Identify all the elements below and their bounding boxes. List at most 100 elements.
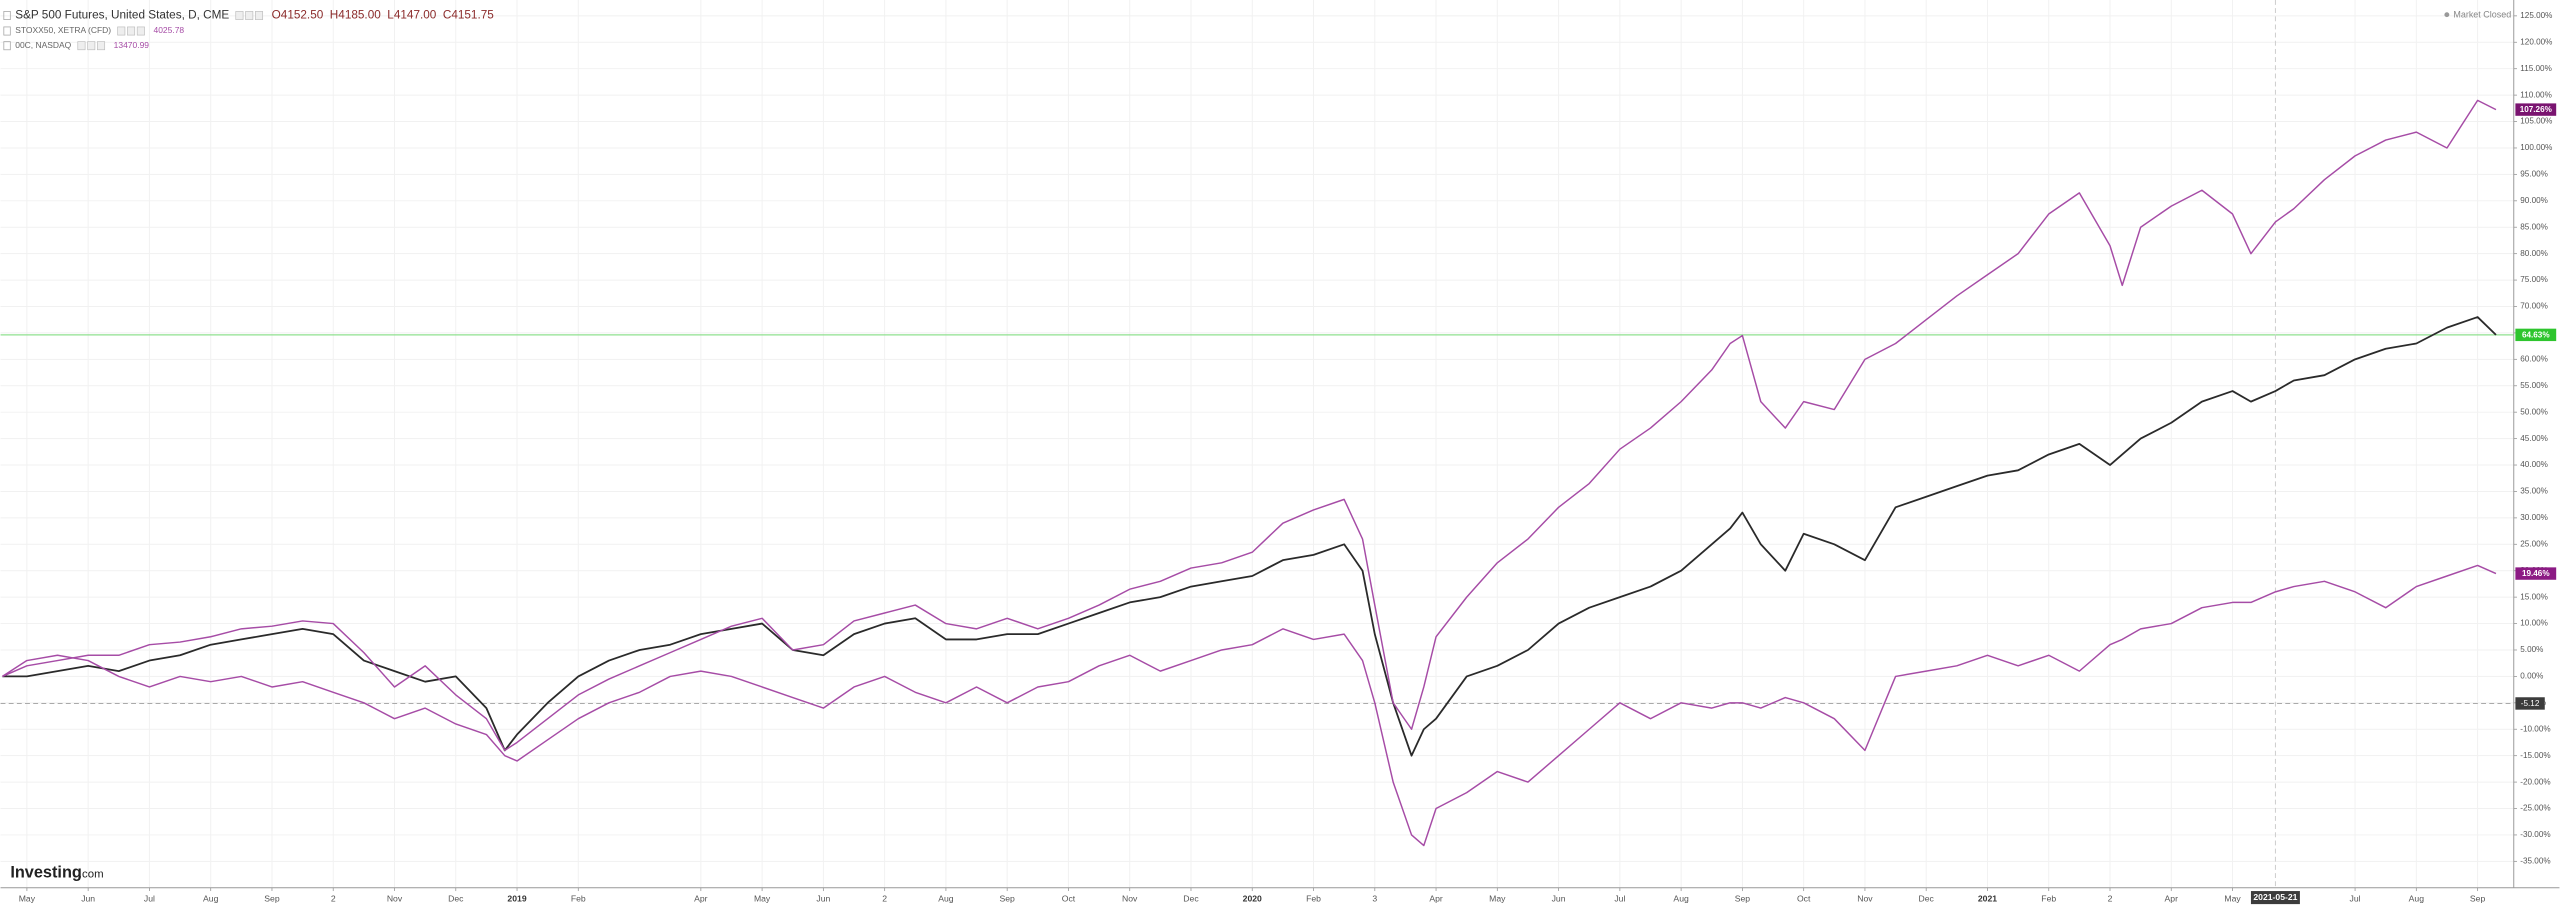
x-tick-label: Oct xyxy=(1797,893,1811,903)
x-tick-label: Aug xyxy=(1673,893,1689,903)
axes: -35.00% -30.00% -25.00% -20.00% -15.00% -10.0… xyxy=(19,11,2557,905)
legend: S&P 500 Futures, United States, D, CME O4… xyxy=(3,9,494,51)
x-tick-label: Nov xyxy=(1122,893,1138,903)
x-tick-label: Sep xyxy=(1735,893,1751,903)
legend-price: 4025.78 xyxy=(154,25,185,35)
x-tick-label: Jun xyxy=(1552,893,1566,903)
y-tick-label: 10.00% xyxy=(2520,619,2548,628)
logo: Investing .com xyxy=(10,863,103,881)
value-badge xyxy=(2515,103,2557,116)
x-tick-label: 2019 xyxy=(507,893,526,903)
x-tick-label: Apr xyxy=(2165,893,2179,903)
x-tick-label: 2 xyxy=(331,893,336,903)
legend-price: L4147.00 xyxy=(387,9,436,22)
y-tick-label: -35.00% xyxy=(2520,857,2550,866)
y-tick-label: 80.00% xyxy=(2520,249,2548,258)
x-tick-label: Jun xyxy=(816,893,830,903)
y-tick-label: 105.00% xyxy=(2520,117,2552,126)
x-tick-label: Feb xyxy=(1306,893,1321,903)
x-tick-label: 2020 xyxy=(1243,893,1262,903)
x-tick-label: Sep xyxy=(264,893,280,903)
x-tick-label: Sep xyxy=(2470,893,2486,903)
crosshair-x-label: 2021-05-21 xyxy=(2253,892,2297,902)
y-tick-label: 50.00% xyxy=(2520,407,2548,416)
y-tick-label: 0.00% xyxy=(2520,672,2543,681)
x-tick-label: Feb xyxy=(571,893,586,903)
y-tick-label: 85.00% xyxy=(2520,222,2548,231)
y-tick-label: 70.00% xyxy=(2520,302,2548,311)
legend-price: C4151.75 xyxy=(443,9,494,22)
legend-icon xyxy=(3,41,11,51)
y-tick-label: -25.00% xyxy=(2520,804,2550,813)
y-tick-label: -20.00% xyxy=(2520,777,2550,786)
y-tick-label: -10.00% xyxy=(2520,724,2550,733)
y-tick-label: 115.00% xyxy=(2520,64,2552,73)
legend-name: 00C, NASDAQ xyxy=(15,40,71,50)
x-tick-label: Nov xyxy=(1857,893,1873,903)
y-tick-label: 100.00% xyxy=(2520,143,2552,152)
value-badge-label: 19.46% xyxy=(2522,569,2550,578)
y-tick-label: 45.00% xyxy=(2520,434,2548,443)
x-tick-label: Apr xyxy=(1429,893,1443,903)
x-tick-label: Oct xyxy=(1062,893,1076,903)
y-tick-label: 5.00% xyxy=(2520,645,2543,654)
logo-main: Investing xyxy=(10,863,82,881)
x-tick-label: Jul xyxy=(1614,893,1625,903)
legend-button xyxy=(77,41,86,51)
status: Market Closed xyxy=(2444,10,2511,20)
legend-price: O4152.50 xyxy=(272,9,324,22)
x-tick-label: May xyxy=(2224,893,2241,903)
y-tick-label: 40.00% xyxy=(2520,460,2548,469)
y-tick-label: 25.00% xyxy=(2520,539,2548,548)
series-line xyxy=(1,564,2497,847)
x-tick-label: Jul xyxy=(144,893,155,903)
y-tick-label: 90.00% xyxy=(2520,196,2548,205)
crosshair-y-label: -5.12 xyxy=(2521,699,2540,708)
x-tick-label: Aug xyxy=(2409,893,2425,903)
x-tick-label: May xyxy=(1489,893,1506,903)
y-tick-label: 95.00% xyxy=(2520,170,2548,179)
legend-price: 13470.99 xyxy=(114,40,150,50)
y-tick-label: 110.00% xyxy=(2520,90,2552,99)
x-tick-label: Nov xyxy=(387,893,403,903)
legend-button xyxy=(97,41,106,51)
y-tick-label: 125.00% xyxy=(2520,11,2552,20)
legend-button xyxy=(127,26,136,36)
y-tick-label: 60.00% xyxy=(2520,354,2548,363)
x-tick-label: Dec xyxy=(448,893,464,903)
x-tick-label: Feb xyxy=(2041,893,2056,903)
x-tick-label: 2 xyxy=(882,893,887,903)
legend-button xyxy=(87,41,96,51)
plot xyxy=(0,0,2514,888)
x-tick-label: Dec xyxy=(1183,893,1199,903)
y-tick-label: 30.00% xyxy=(2520,513,2548,522)
value-badge xyxy=(2515,567,2557,580)
status-text: Market Closed xyxy=(2453,10,2511,20)
x-tick-label: Aug xyxy=(203,893,219,903)
legend-button xyxy=(117,26,126,36)
y-tick-label: 75.00% xyxy=(2520,275,2548,284)
status-dot xyxy=(2444,12,2450,18)
y-tick-label: -30.00% xyxy=(2520,830,2550,839)
legend-icon xyxy=(3,26,11,36)
x-tick-label: Jun xyxy=(81,893,95,903)
legend-button xyxy=(245,11,254,20)
x-tick-label: Aug xyxy=(938,893,954,903)
crosshair-x-badge xyxy=(2250,891,2300,905)
y-tick-label: 35.00% xyxy=(2520,487,2548,496)
legend-button xyxy=(136,26,145,36)
y-tick-label: 15.00% xyxy=(2520,592,2548,601)
value-badge-label: 107.26% xyxy=(2520,105,2553,114)
value-badge xyxy=(2515,328,2557,342)
x-tick-label: May xyxy=(754,893,771,903)
legend-button xyxy=(255,11,264,20)
x-tick-label: 2021 xyxy=(1978,893,1997,903)
series-line xyxy=(2,99,2497,752)
legend-name: S&P 500 Futures, United States, D, CME xyxy=(15,9,229,22)
x-tick-label: 3 xyxy=(1372,893,1377,903)
x-tick-label: Jul xyxy=(2350,893,2361,903)
legend-name: STOXX50, XETRA (CFD) xyxy=(15,25,111,35)
